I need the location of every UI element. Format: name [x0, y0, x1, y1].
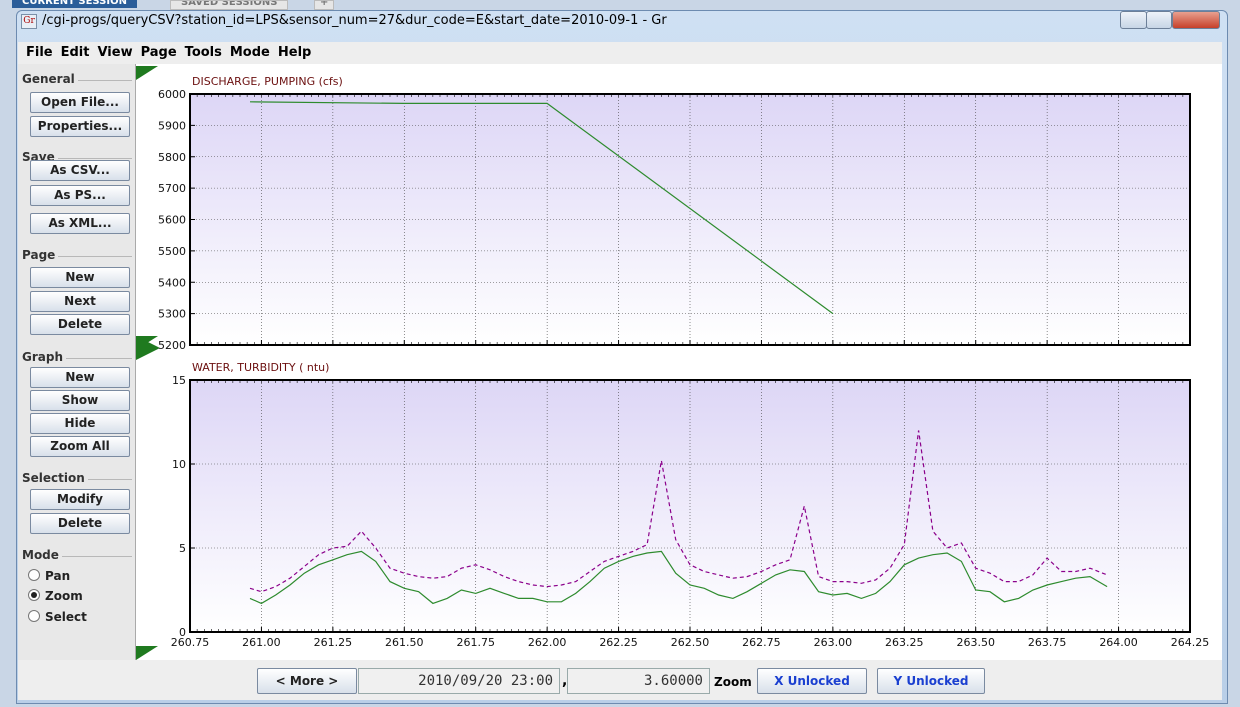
group-border	[22, 158, 132, 159]
y-tick-label: 0	[179, 626, 186, 639]
tab[interactable]: +	[314, 0, 335, 10]
button[interactable]: As CSV...	[30, 160, 130, 181]
button[interactable]: New	[30, 367, 130, 388]
radio-label: Select	[45, 610, 87, 624]
radio-label: Zoom	[45, 589, 83, 603]
y-tick-label: 5500	[158, 245, 186, 258]
x-tick-label: 264.00	[1099, 636, 1138, 649]
button[interactable]: New	[30, 267, 130, 288]
button[interactable]: Open File...	[30, 92, 130, 113]
x-tick-label: 262.50	[671, 636, 710, 649]
button[interactable]: Delete	[30, 314, 130, 335]
separator: ,	[562, 673, 568, 689]
tab[interactable]: CURRENT SESSION	[12, 0, 137, 8]
x-tick-label: 263.00	[814, 636, 853, 649]
button[interactable]: Modify	[30, 489, 130, 510]
close-button[interactable]	[1172, 11, 1220, 29]
mode-label: Zoom	[714, 675, 752, 689]
y-tick-label: 5	[179, 542, 186, 555]
x-lock-button[interactable]: X Unlocked	[757, 668, 867, 694]
menu-item[interactable]: Mode	[229, 45, 270, 60]
plot-frame	[189, 93, 1191, 346]
menu-item[interactable]: Page	[140, 45, 177, 60]
window-icon: Gr	[21, 14, 37, 29]
data-line	[249, 101, 834, 315]
radio-option[interactable]: Zoom	[28, 589, 83, 603]
maximize-button[interactable]	[1146, 11, 1172, 29]
window-title: /cgi-progs/queryCSV?station_id=LPS&senso…	[42, 13, 667, 28]
button[interactable]: As XML...	[30, 213, 130, 234]
y-tick-label: 5400	[158, 276, 186, 289]
data-line	[249, 430, 1108, 593]
x-tick-label: 261.50	[385, 636, 424, 649]
group-border	[22, 256, 132, 257]
radio-option[interactable]: Select	[28, 610, 87, 624]
page-marker	[136, 336, 160, 360]
tab[interactable]: SAVED SESSIONS	[170, 0, 289, 10]
y-tick-label: 5300	[158, 308, 186, 321]
menu-item[interactable]: Edit	[60, 45, 90, 60]
chart-title: WATER, TURBIDITY ( ntu)	[192, 361, 329, 374]
y-tick-label: 15	[172, 374, 186, 387]
x-tick-label: 262.75	[742, 636, 781, 649]
y-tick-label: 5800	[158, 151, 186, 164]
plot-area: DISCHARGE, PUMPING (cfs) 5200 5300 5400 5500…	[136, 64, 1222, 660]
radio-label: Pan	[45, 569, 71, 583]
button[interactable]: Zoom All	[30, 436, 130, 457]
y-tick-label: 10	[172, 458, 186, 471]
plot-frame-bg	[190, 94, 1190, 345]
date-field: 2010/09/20 23:00	[358, 668, 560, 694]
menu-bar: File Edit View Page Tools Mode Help	[18, 42, 1222, 64]
y-tick-label: 5900	[158, 119, 186, 132]
more-button[interactable]: < More >	[257, 668, 357, 694]
group-label: General	[22, 72, 78, 86]
menu-item[interactable]: View	[97, 45, 133, 60]
menu-item[interactable]: File	[26, 45, 53, 60]
minimize-button[interactable]	[1120, 11, 1147, 29]
x-tick-label: 262.00	[528, 636, 567, 649]
x-tick-label: 264.25	[1171, 636, 1210, 649]
x-tick-label: 263.25	[885, 636, 924, 649]
x-tick-label: 262.25	[599, 636, 638, 649]
y-tick-label: 6000	[158, 88, 186, 101]
x-tick-label: 263.50	[956, 636, 995, 649]
button[interactable]: Hide	[30, 413, 130, 434]
button[interactable]: Next	[30, 291, 130, 312]
x-tick-label: 261.25	[314, 636, 353, 649]
menu-item[interactable]: Help	[277, 45, 312, 60]
group-border	[22, 556, 132, 557]
group-label: Mode	[22, 548, 62, 562]
x-tick-label: 261.75	[456, 636, 495, 649]
radio-dot[interactable]	[28, 589, 40, 601]
button[interactable]: Properties...	[30, 116, 130, 137]
group-label: Graph	[22, 350, 66, 364]
button[interactable]: As PS...	[30, 185, 130, 206]
group-label: Page	[22, 248, 59, 262]
value-field: 3.60000	[567, 668, 710, 694]
radio-dot[interactable]	[28, 610, 40, 622]
page-marker	[136, 646, 158, 660]
menu-item[interactable]: Tools	[184, 45, 222, 60]
button[interactable]: Show	[30, 390, 130, 411]
button[interactable]: Delete	[30, 513, 130, 534]
x-tick-label: 263.75	[1028, 636, 1067, 649]
y-lock-button[interactable]: Y Unlocked	[877, 668, 985, 694]
group-label: Selection	[22, 471, 88, 485]
radio-dot[interactable]	[28, 569, 40, 581]
data-line	[249, 550, 1108, 605]
x-tick-label: 260.75	[171, 636, 210, 649]
chart-title: DISCHARGE, PUMPING (cfs)	[192, 75, 343, 88]
page-marker	[136, 66, 158, 80]
y-tick-label: 5700	[158, 182, 186, 195]
y-tick-label: 5600	[158, 214, 186, 227]
plot-frame	[189, 379, 1191, 633]
group-border	[22, 358, 132, 359]
x-tick-label: 261.00	[242, 636, 281, 649]
radio-option[interactable]: Pan	[28, 569, 70, 583]
y-tick-label: 5200	[158, 339, 186, 352]
